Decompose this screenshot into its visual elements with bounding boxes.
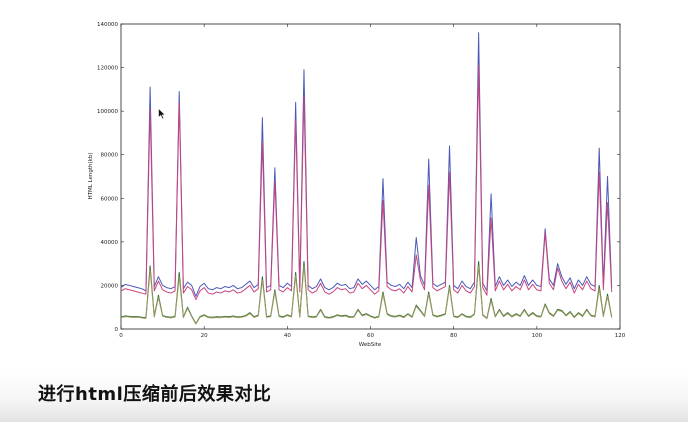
series-line-2 [120, 64, 613, 301]
y-tick-label: 20000 [101, 283, 119, 289]
series-line-3 [120, 260, 613, 325]
x-tick-label: 100 [532, 333, 543, 339]
mouse-pointer-icon [158, 108, 166, 120]
y-tick-label: 40000 [101, 240, 119, 246]
series-layer [120, 32, 613, 325]
ticks-layer: 0 20 40 60 80 100 120 0 20000 40000 60000 80000 1000… [97, 22, 626, 339]
x-tick-label: 80 [450, 333, 457, 339]
y-tick-label: 60000 [101, 196, 119, 202]
x-tick-label: 0 [119, 333, 123, 339]
caption-bar [0, 372, 688, 422]
x-axis-title: WebSite [359, 342, 382, 348]
y-tick-label: 80000 [101, 153, 119, 159]
x-tick-label: 60 [367, 333, 374, 339]
slide-caption: 进行html压缩前后效果对比 [38, 384, 272, 405]
plot-area-frame [120, 23, 621, 330]
series-line-1 [120, 32, 613, 297]
x-tick-label: 120 [615, 333, 626, 339]
y-axis-title: HTML Length(kb) [88, 153, 94, 200]
series-line-4 [120, 265, 613, 325]
y-tick-label: 100000 [97, 109, 118, 115]
y-tick-label: 0 [115, 327, 119, 333]
y-tick-label: 120000 [97, 66, 118, 72]
line-chart: 0 20 40 60 80 100 120 0 20000 40000 60000 80000 1000… [88, 22, 626, 348]
x-tick-label: 40 [284, 333, 291, 339]
x-tick-label: 20 [201, 333, 208, 339]
y-tick-label: 140000 [97, 22, 118, 28]
